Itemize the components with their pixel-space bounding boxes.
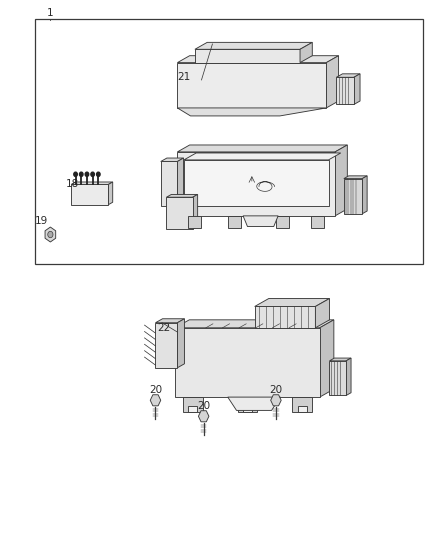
Polygon shape xyxy=(315,298,329,328)
Polygon shape xyxy=(177,158,184,206)
Polygon shape xyxy=(177,108,326,116)
Text: 21: 21 xyxy=(177,72,191,82)
Polygon shape xyxy=(271,395,281,406)
Polygon shape xyxy=(362,176,367,214)
Polygon shape xyxy=(228,397,280,410)
Polygon shape xyxy=(293,397,312,412)
Polygon shape xyxy=(177,145,347,152)
Polygon shape xyxy=(177,63,326,108)
Polygon shape xyxy=(188,216,201,228)
Polygon shape xyxy=(177,319,184,368)
Polygon shape xyxy=(177,56,339,63)
Polygon shape xyxy=(326,56,339,108)
Polygon shape xyxy=(344,179,362,214)
Polygon shape xyxy=(155,319,184,322)
Circle shape xyxy=(80,172,83,176)
Polygon shape xyxy=(243,216,278,227)
Text: 1: 1 xyxy=(47,9,54,18)
Polygon shape xyxy=(254,298,329,306)
Polygon shape xyxy=(184,160,328,206)
Text: 19: 19 xyxy=(35,216,48,226)
Polygon shape xyxy=(329,358,351,361)
Polygon shape xyxy=(320,320,334,397)
Polygon shape xyxy=(71,184,109,205)
Polygon shape xyxy=(188,406,197,412)
Polygon shape xyxy=(198,411,209,422)
Circle shape xyxy=(85,172,88,176)
Polygon shape xyxy=(298,406,307,412)
Polygon shape xyxy=(344,176,367,179)
Polygon shape xyxy=(195,43,312,50)
Polygon shape xyxy=(335,145,347,216)
Text: 20: 20 xyxy=(269,385,283,394)
Bar xyxy=(35,19,423,264)
Polygon shape xyxy=(155,322,177,368)
Polygon shape xyxy=(166,197,193,229)
Polygon shape xyxy=(161,161,177,206)
Polygon shape xyxy=(109,182,113,205)
Polygon shape xyxy=(195,50,300,63)
Polygon shape xyxy=(243,406,252,412)
Polygon shape xyxy=(336,77,354,104)
Polygon shape xyxy=(354,74,360,104)
Polygon shape xyxy=(183,397,202,412)
Text: 22: 22 xyxy=(158,323,171,333)
Circle shape xyxy=(74,172,77,176)
Polygon shape xyxy=(237,397,257,412)
Polygon shape xyxy=(175,320,334,328)
Polygon shape xyxy=(184,153,341,160)
Text: 18: 18 xyxy=(66,179,79,189)
Polygon shape xyxy=(276,216,289,228)
Polygon shape xyxy=(45,227,56,242)
Polygon shape xyxy=(177,152,335,216)
Circle shape xyxy=(96,172,100,176)
Polygon shape xyxy=(175,328,320,397)
Text: 20: 20 xyxy=(149,385,162,394)
Polygon shape xyxy=(71,182,113,184)
Polygon shape xyxy=(166,195,198,197)
Polygon shape xyxy=(311,216,324,228)
Polygon shape xyxy=(300,43,312,63)
Circle shape xyxy=(91,172,94,176)
Polygon shape xyxy=(329,361,346,395)
Polygon shape xyxy=(150,395,161,406)
Circle shape xyxy=(48,231,53,238)
Polygon shape xyxy=(161,158,184,161)
Polygon shape xyxy=(346,358,351,395)
Text: 20: 20 xyxy=(197,401,210,410)
Polygon shape xyxy=(254,306,315,328)
Polygon shape xyxy=(228,216,241,228)
Polygon shape xyxy=(193,195,198,229)
Polygon shape xyxy=(336,74,360,77)
